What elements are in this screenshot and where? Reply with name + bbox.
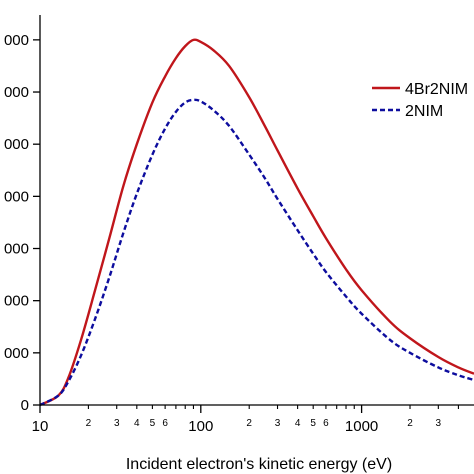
x-minor-tick-label: 3 [114,418,120,429]
x-minor-tick-label: 4 [134,418,140,429]
y-tick-label: 000 [4,136,29,153]
x-minor-tick-label: 4 [295,418,301,429]
y-tick-label: 000 [4,188,29,205]
series-line-4br2nim [40,38,474,407]
series-line-2nim [40,98,474,407]
y-tick-label: 000 [4,32,29,49]
x-axis-title: Incident electron's kinetic energy (eV) [126,456,392,473]
series-layer [40,38,474,407]
x-major-tick-label: 1000 [345,418,378,435]
legend-label-2nim: 2NIM [405,103,443,120]
x-minor-tick-label: 5 [310,418,316,429]
x-minor-tick-label: 2 [407,418,413,429]
x-minor-tick-label: 3 [275,418,281,429]
x-minor-tick-label: 2 [246,418,252,429]
y-tick-label: 000 [4,84,29,101]
x-minor-tick-label: 3 [436,418,442,429]
legend-label-4br2nim: 4Br2NIM [405,81,468,98]
y-tick-label: 0 [21,397,29,414]
x-major-tick-label: 10 [32,418,49,435]
x-minor-tick-label: 6 [323,418,329,429]
x-minor-tick-label: 5 [150,418,156,429]
legend: 4Br2NIM 2NIM [372,81,468,120]
x-minor-tick-label: 6 [162,418,168,429]
y-tick-label: 000 [4,241,29,258]
y-tick-label: 000 [4,293,29,310]
y-tick-label: 000 [4,345,29,362]
x-minor-tick-label: 2 [86,418,92,429]
x-major-tick-label: 100 [188,418,213,435]
